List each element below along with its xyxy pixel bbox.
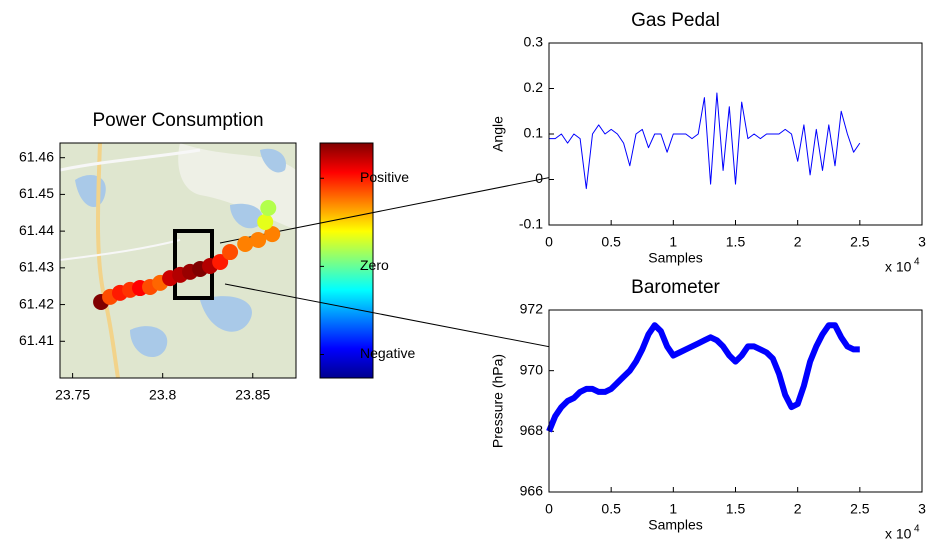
y-tick-label: 0	[535, 170, 543, 186]
x-tick-label: 23.85	[235, 387, 270, 403]
y-tick-label: 61.45	[19, 185, 54, 201]
x-tick-label: 23.8	[149, 387, 176, 403]
y-axis-label: Angle	[490, 116, 506, 152]
y-tick-label: 966	[520, 483, 544, 499]
data-point	[260, 200, 276, 216]
data-point	[257, 214, 273, 230]
x-tick-label: 2.5	[850, 501, 870, 517]
x-tick-label: 1.5	[726, 234, 746, 250]
y-tick-label: 970	[520, 361, 544, 377]
figure: Power Consumption 23.75 23.8 23.85 61.41 61.4…	[0, 0, 930, 544]
x-axis-label: Samples	[648, 517, 702, 533]
page: {"chart_data": [ {"type": "scatter", "ti…	[0, 0, 930, 544]
colorbar-label: Positive	[360, 169, 409, 185]
y-tick-label: 61.41	[19, 332, 54, 348]
x-scale-base: x 10	[885, 526, 912, 542]
chart-title: Gas Pedal	[631, 10, 720, 31]
y-tick-label: 61.46	[19, 148, 54, 164]
y-axis-label: Pressure (hPa)	[490, 354, 506, 448]
chart-title: Barometer	[631, 277, 720, 298]
x-tick-label: 1.5	[726, 501, 746, 517]
chart-title: Power Consumption	[92, 110, 263, 131]
data-point	[250, 232, 266, 248]
data-point	[222, 244, 238, 260]
x-tick-label: 0	[545, 234, 553, 250]
x-tick-label: 3	[918, 501, 926, 517]
y-tick-label: 972	[520, 301, 544, 317]
y-tick-label: 968	[520, 422, 544, 438]
x-tick-label: 2	[794, 234, 802, 250]
y-tick-label: 0.1	[524, 125, 544, 141]
x-axis-label: Samples	[648, 250, 702, 266]
x-tick-label: 0.5	[601, 501, 621, 517]
colorbar-label: Negative	[360, 345, 415, 361]
y-tick-label: 61.44	[19, 222, 54, 238]
x-tick-label: 1	[669, 234, 677, 250]
x-tick-label: 0.5	[601, 234, 621, 250]
plot-area	[549, 310, 922, 492]
x-scale-exponent: 4	[914, 524, 920, 535]
x-scale-base: x 10	[885, 259, 912, 275]
x-tick-label: 1	[669, 501, 677, 517]
y-tick-label: 61.43	[19, 259, 54, 275]
x-tick-label: 2.5	[850, 234, 870, 250]
y-tick-label: 0.3	[524, 34, 544, 50]
x-tick-label: 2	[794, 501, 802, 517]
colorbar-label: Zero	[360, 257, 389, 273]
map-background	[60, 143, 296, 378]
x-tick-label: 3	[918, 234, 926, 250]
y-tick-label: 0.2	[524, 79, 544, 95]
y-tick-label: 61.42	[19, 295, 54, 311]
x-tick-label: 23.75	[55, 387, 90, 403]
x-tick-label: 0	[545, 501, 553, 517]
x-scale-exponent: 4	[914, 257, 920, 268]
y-tick-label: -0.1	[519, 216, 543, 232]
